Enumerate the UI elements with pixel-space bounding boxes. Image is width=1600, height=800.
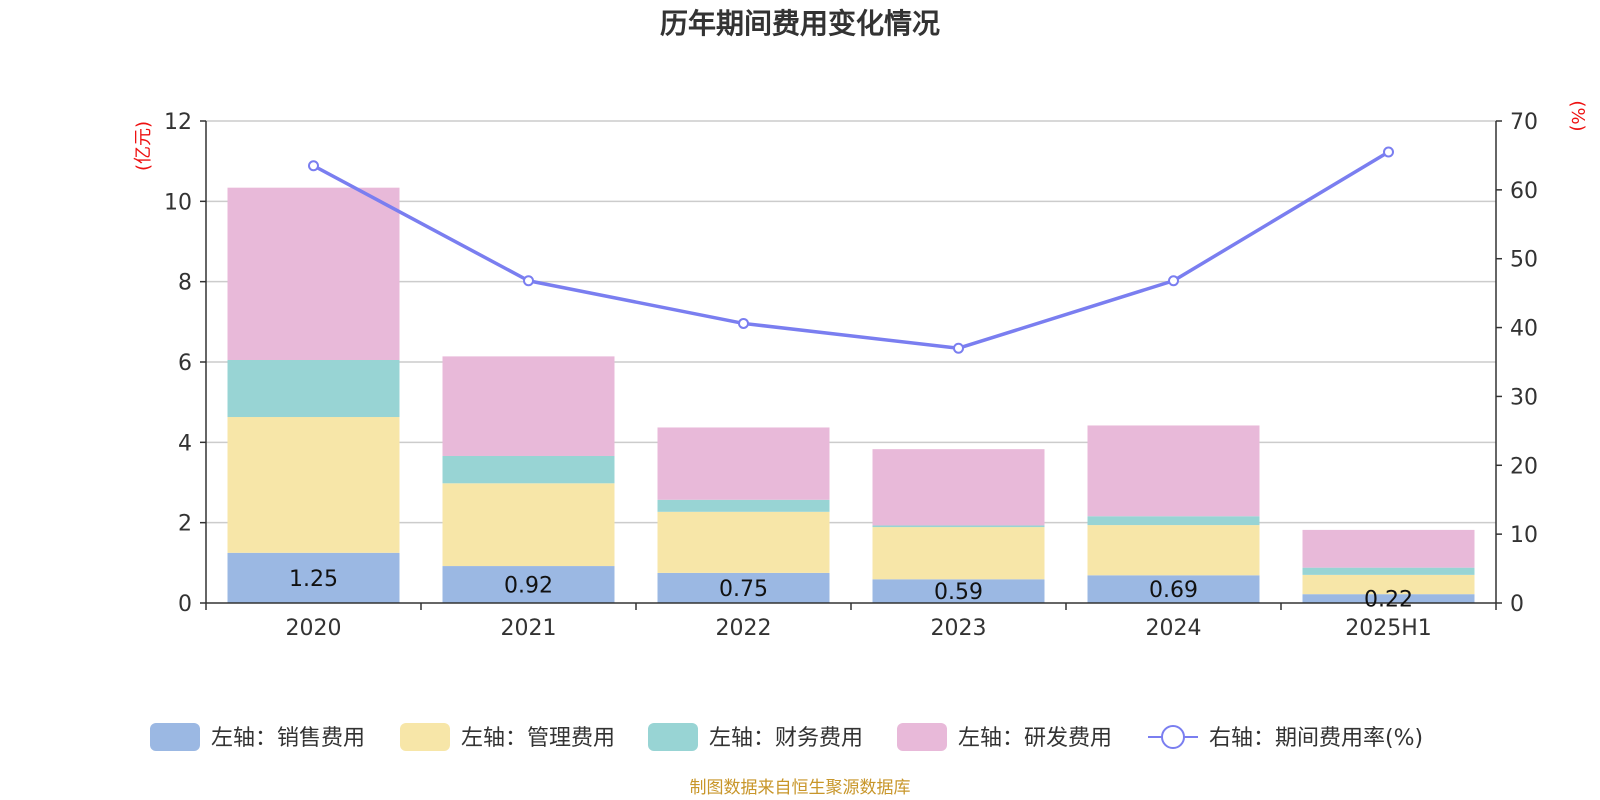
legend-item: 左轴：研发费用 — [897, 723, 1112, 751]
bar-segment — [442, 356, 615, 456]
legend-label: 左轴：财务费用 — [709, 726, 863, 751]
legend-item: 右轴：期间费用率(%) — [1148, 725, 1423, 751]
bar-data-label: 0.75 — [719, 577, 768, 602]
y-right-tick-label: 10 — [1510, 523, 1538, 548]
bar-segment — [1302, 567, 1475, 575]
bar-data-label: 0.69 — [1149, 578, 1198, 603]
legend-item: 左轴：财务费用 — [648, 723, 863, 751]
bar-segment — [1302, 529, 1475, 568]
bar-segment — [872, 525, 1045, 528]
bar-segment — [872, 527, 1045, 580]
bar-segment — [872, 579, 1045, 603]
legend-label: 左轴：管理费用 — [461, 726, 615, 751]
bar-data-label: 1.25 — [289, 567, 338, 592]
bar-data-label: 0.59 — [934, 580, 983, 605]
y-right-tick-label: 20 — [1510, 454, 1538, 479]
line-point — [953, 342, 964, 354]
bar-segment — [1087, 575, 1260, 603]
y-left-tick-label: 10 — [164, 190, 192, 215]
bar-series — [227, 187, 1475, 603]
legend: 左轴：销售费用 左轴：管理费用 左轴：财务费用 左轴：研发费用 右轴：期间费用率(%) — [150, 723, 1423, 751]
x-tick-label: 2022 — [716, 616, 772, 641]
bar-segment — [657, 511, 830, 573]
x-tick-label: 2020 — [286, 616, 342, 641]
legend-swatch — [400, 723, 450, 751]
legend-label: 右轴：期间费用率(%) — [1209, 726, 1423, 751]
legend-label: 左轴：研发费用 — [958, 726, 1112, 751]
x-tick-label: 2024 — [1146, 616, 1202, 641]
bar-segment — [227, 417, 400, 553]
bar-segment — [442, 566, 615, 603]
y-left-tick-label: 4 — [178, 431, 192, 456]
x-tick-label: 2021 — [501, 616, 557, 641]
bar-segment — [1302, 574, 1475, 595]
bar-segment — [442, 455, 615, 484]
bar-segment — [442, 483, 615, 567]
line-point — [738, 317, 749, 329]
y-left-tick-label: 12 — [164, 110, 192, 135]
y-left-tick-label: 6 — [178, 351, 192, 376]
legend-swatch — [150, 723, 200, 751]
bar-segment — [227, 359, 400, 418]
chart-title: 历年期间费用变化情况 — [660, 7, 940, 40]
legend-item: 左轴：管理费用 — [400, 723, 615, 751]
x-tick-label: 2025H1 — [1345, 616, 1432, 641]
line-point — [308, 160, 319, 172]
y-right-tick-label: 70 — [1510, 110, 1538, 135]
line-point — [1168, 275, 1179, 287]
y-left-tick-label: 2 — [178, 512, 192, 537]
x-tick-label: 2023 — [931, 616, 987, 641]
legend-swatch — [897, 723, 947, 751]
legend-swatch — [648, 723, 698, 751]
y-right-tick-label: 40 — [1510, 317, 1538, 342]
bar-segment — [657, 572, 830, 603]
bar-segment — [657, 427, 830, 500]
bar-segment — [1087, 525, 1260, 576]
y-left-tick-label: 0 — [178, 592, 192, 617]
data-labels: 1.25 0.92 0.75 0.59 0.69 0.22 — [289, 567, 1413, 613]
bar-segment — [227, 187, 400, 360]
y-right-tick-label: 50 — [1510, 248, 1538, 273]
bar-data-label: 0.22 — [1364, 588, 1413, 613]
line-path — [312, 150, 1390, 350]
bar-segment — [1087, 425, 1260, 517]
y-left-unit: (亿元) — [133, 121, 154, 171]
bar-segment — [227, 552, 400, 603]
line-series — [308, 146, 1394, 354]
y-right-tick-label: 30 — [1510, 385, 1538, 410]
axes: 0 2 4 6 8 10 12 0 10 20 30 40 50 60 70 2020 2021 2022 2023… — [164, 110, 1538, 641]
legend-item: 左轴：销售费用 — [150, 723, 365, 751]
line-point — [1383, 146, 1394, 158]
bar-segment — [1302, 594, 1475, 603]
y-right-tick-label: 60 — [1510, 179, 1538, 204]
bar-data-label: 0.92 — [504, 574, 553, 599]
bar-segment — [1087, 516, 1260, 526]
grid-lines — [206, 120, 1496, 524]
line-point — [523, 275, 534, 287]
y-right-unit: (%) — [1567, 100, 1588, 131]
bar-segment — [872, 449, 1045, 526]
legend-marker — [1161, 725, 1185, 749]
bar-segment — [657, 499, 830, 512]
y-right-tick-label: 0 — [1510, 592, 1524, 617]
legend-label: 左轴：销售费用 — [211, 726, 365, 751]
data-source-note: 制图数据来自恒生聚源数据库 — [690, 778, 911, 798]
y-left-tick-label: 8 — [178, 271, 192, 296]
